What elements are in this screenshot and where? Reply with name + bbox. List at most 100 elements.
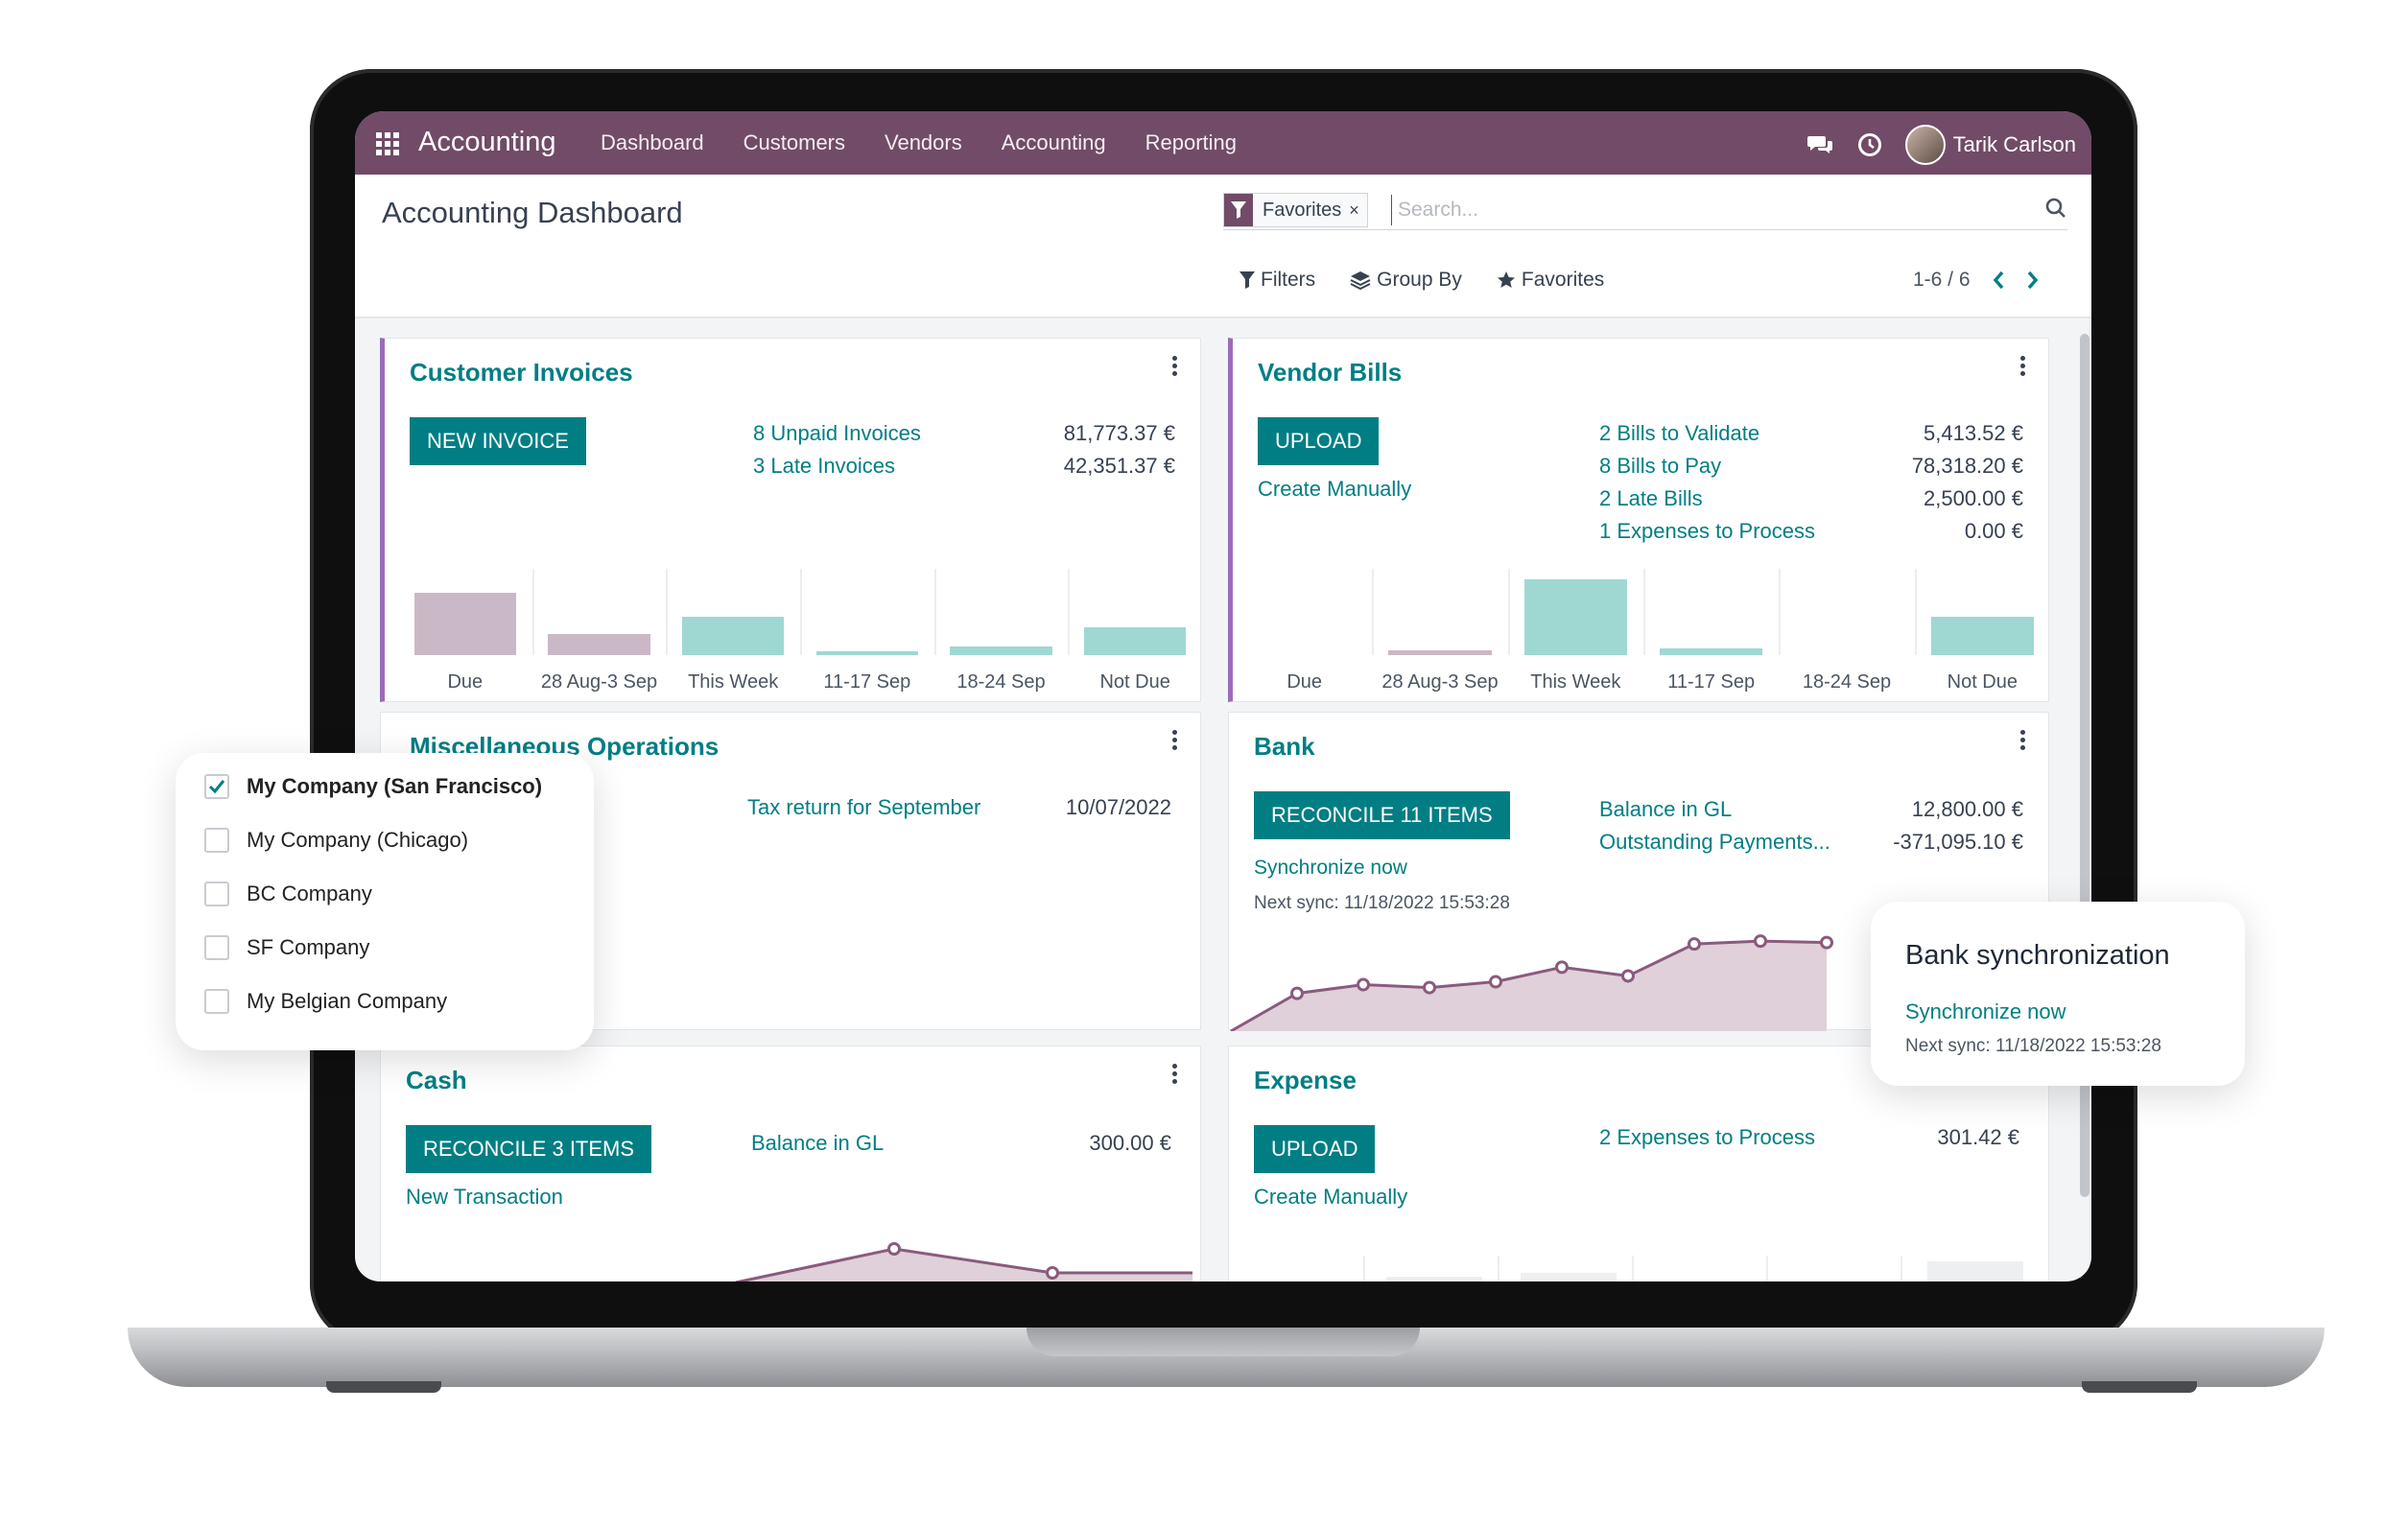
company-name: My Company (Chicago) bbox=[247, 828, 469, 852]
bank-point[interactable] bbox=[1688, 937, 1701, 952]
reconcile-cash-button[interactable]: RECONCILE 3 ITEMS bbox=[406, 1125, 652, 1173]
group-by-button[interactable]: Group By bbox=[1350, 269, 1462, 292]
company-option[interactable]: My Belgian Company bbox=[204, 989, 447, 1014]
late-bills-link[interactable]: 2 Late Bills bbox=[1599, 486, 1703, 510]
company-option[interactable]: My Company (San Francisco) bbox=[204, 774, 542, 799]
invoice-bar-4[interactable] bbox=[950, 646, 1052, 655]
company-option[interactable]: My Company (Chicago) bbox=[204, 828, 468, 853]
bank-point[interactable] bbox=[1621, 969, 1635, 983]
apps-grid-icon[interactable] bbox=[376, 132, 399, 155]
kebab-menu-icon[interactable] bbox=[2020, 356, 2025, 376]
bill-bar-5[interactable] bbox=[1930, 617, 2035, 655]
company-name: BC Company bbox=[247, 882, 372, 905]
chevron-left-icon[interactable] bbox=[1992, 270, 2005, 291]
bank-point[interactable] bbox=[1290, 986, 1304, 1000]
checkbox[interactable] bbox=[204, 882, 229, 906]
app-title[interactable]: Accounting bbox=[418, 127, 556, 157]
chevron-right-icon[interactable] bbox=[2026, 270, 2040, 291]
bank-point[interactable] bbox=[1423, 980, 1436, 995]
bank-point[interactable] bbox=[1754, 934, 1767, 949]
scrollbar-thumb[interactable] bbox=[2080, 334, 2089, 1197]
page-title: Accounting Dashboard bbox=[382, 196, 683, 229]
checkbox[interactable] bbox=[204, 828, 229, 853]
bar-divider bbox=[666, 569, 669, 655]
invoice-bar-3[interactable] bbox=[815, 651, 918, 655]
menu-item-accounting[interactable]: Accounting bbox=[1001, 130, 1106, 154]
cash-card: Cash RECONCILE 3 ITEMS New Transaction B… bbox=[380, 1046, 1201, 1281]
card-title[interactable]: Cash bbox=[406, 1066, 467, 1094]
company-option[interactable]: SF Company bbox=[204, 935, 369, 960]
bills-to-pay-link[interactable]: 8 Bills to Pay bbox=[1599, 454, 1722, 478]
invoice-bar-0[interactable] bbox=[413, 593, 516, 655]
menu-item-customers[interactable]: Customers bbox=[743, 130, 845, 154]
chat-icon[interactable] bbox=[1806, 130, 1834, 159]
sync-popup-link[interactable]: Synchronize now bbox=[1905, 999, 2066, 1023]
invoice-bar-5[interactable] bbox=[1084, 627, 1187, 655]
filter-icon bbox=[1224, 194, 1253, 226]
facet-close-icon[interactable]: × bbox=[1349, 200, 1359, 220]
kebab-menu-icon[interactable] bbox=[1172, 730, 1177, 750]
filters-button[interactable]: Filters bbox=[1239, 269, 1315, 292]
bank-point[interactable] bbox=[1357, 977, 1370, 992]
cash-balance-link[interactable]: Balance in GL bbox=[751, 1131, 885, 1155]
favorites-button[interactable]: Favorites bbox=[1497, 269, 1604, 292]
bar-divider bbox=[531, 569, 534, 655]
card-title[interactable]: Expense bbox=[1254, 1066, 1357, 1094]
invoice-bar-label: 11-17 Sep bbox=[823, 671, 911, 693]
invoice-bar-label: This Week bbox=[688, 671, 779, 693]
search-icon[interactable] bbox=[2044, 197, 2067, 224]
bill-bar-2[interactable] bbox=[1523, 579, 1628, 655]
bill-bar-3[interactable] bbox=[1659, 648, 1763, 655]
upload-expense-button[interactable]: UPLOAD bbox=[1254, 1125, 1376, 1173]
bill-bar-label: Due bbox=[1287, 671, 1323, 693]
pager: 1-6 / 6 bbox=[1913, 269, 2040, 292]
card-title[interactable]: Bank bbox=[1254, 732, 1315, 761]
cash-point[interactable] bbox=[1046, 1266, 1059, 1280]
invoice-bar-2[interactable] bbox=[682, 617, 785, 655]
synchronize-now-link[interactable]: Synchronize now bbox=[1254, 857, 1407, 879]
menu-item-vendors[interactable]: Vendors bbox=[885, 130, 962, 154]
reconcile-bank-button[interactable]: RECONCILE 11 ITEMS bbox=[1254, 791, 1510, 839]
checkbox-checked[interactable] bbox=[204, 774, 229, 799]
user-menu[interactable]: Tarik Carlson bbox=[1904, 125, 2076, 165]
cash-point[interactable] bbox=[887, 1242, 901, 1256]
checkbox[interactable] bbox=[204, 935, 229, 960]
card-title[interactable]: Vendor Bills bbox=[1258, 358, 1403, 387]
balance-gl-link[interactable]: Balance in GL bbox=[1599, 797, 1733, 821]
kebab-menu-icon[interactable] bbox=[1172, 1064, 1177, 1084]
menu-item-reporting[interactable]: Reporting bbox=[1145, 130, 1237, 154]
next-sync-text: Next sync: 11/18/2022 15:53:28 bbox=[1254, 893, 1510, 913]
unpaid-invoices-amount: 81,773.37 € bbox=[1063, 421, 1175, 445]
card-title[interactable]: Customer Invoices bbox=[410, 358, 633, 387]
search-input[interactable] bbox=[1391, 195, 1975, 225]
bills-to-validate-link[interactable]: 2 Bills to Validate bbox=[1599, 421, 1760, 445]
bank-point[interactable] bbox=[1489, 975, 1502, 989]
create-expense-manually-link[interactable]: Create Manually bbox=[1254, 1185, 1408, 1209]
app-screen: Accounting Dashboard Customers Vendors A… bbox=[355, 111, 2091, 1281]
expenses-process-link[interactable]: 2 Expenses to Process bbox=[1599, 1125, 1816, 1149]
expenses-to-process-link[interactable]: 1 Expenses to Process bbox=[1599, 519, 1816, 543]
checkbox[interactable] bbox=[204, 989, 229, 1014]
bill-bar-1[interactable] bbox=[1388, 650, 1492, 655]
tax-return-link[interactable]: Tax return for September bbox=[747, 795, 981, 819]
search-facet-favorites[interactable]: Favorites × bbox=[1223, 193, 1368, 227]
company-option[interactable]: BC Company bbox=[204, 882, 372, 906]
bar-divider bbox=[800, 569, 802, 655]
new-transaction-link[interactable]: New Transaction bbox=[406, 1185, 563, 1209]
unpaid-invoices-link[interactable]: 8 Unpaid Invoices bbox=[753, 421, 921, 445]
clock-icon[interactable] bbox=[1855, 130, 1884, 159]
scrollbar[interactable] bbox=[2080, 322, 2089, 1281]
kebab-menu-icon[interactable] bbox=[1172, 356, 1177, 376]
menu-item-dashboard[interactable]: Dashboard bbox=[601, 130, 704, 154]
bank-point[interactable] bbox=[1820, 935, 1833, 950]
new-invoice-button[interactable]: NEW INVOICE bbox=[410, 417, 586, 465]
create-manually-link[interactable]: Create Manually bbox=[1258, 477, 1412, 501]
pager-value[interactable]: 1-6 / 6 bbox=[1913, 269, 1971, 291]
bank-point[interactable] bbox=[1555, 960, 1569, 975]
kebab-menu-icon[interactable] bbox=[2020, 730, 2025, 750]
late-invoices-link[interactable]: 3 Late Invoices bbox=[753, 454, 895, 478]
invoice-bar-1[interactable] bbox=[548, 634, 650, 655]
facet-label: Favorites bbox=[1263, 199, 1342, 221]
outstanding-payments-link[interactable]: Outstanding Payments... bbox=[1599, 830, 1830, 854]
upload-bills-button[interactable]: UPLOAD bbox=[1258, 417, 1380, 465]
